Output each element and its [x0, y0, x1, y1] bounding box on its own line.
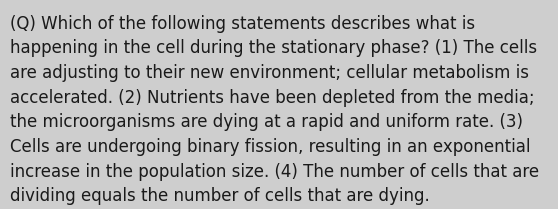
Text: increase in the population size. (4) The number of cells that are: increase in the population size. (4) The…: [10, 163, 539, 181]
Text: are adjusting to their new environment; cellular metabolism is: are adjusting to their new environment; …: [10, 64, 529, 82]
Text: (Q) Which of the following statements describes what is: (Q) Which of the following statements de…: [10, 15, 475, 33]
Text: the microorganisms are dying at a rapid and uniform rate. (3): the microorganisms are dying at a rapid …: [10, 113, 523, 131]
Text: dividing equals the number of cells that are dying.: dividing equals the number of cells that…: [10, 187, 430, 205]
Text: Cells are undergoing binary fission, resulting in an exponential: Cells are undergoing binary fission, res…: [10, 138, 531, 156]
Text: accelerated. (2) Nutrients have been depleted from the media;: accelerated. (2) Nutrients have been dep…: [10, 89, 535, 107]
Text: happening in the cell during the stationary phase? (1) The cells: happening in the cell during the station…: [10, 39, 537, 57]
